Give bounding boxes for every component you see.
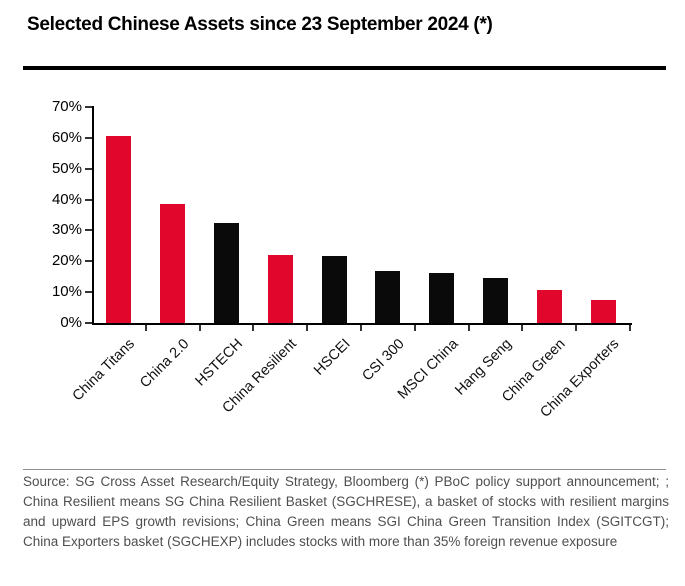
bar-msci-china (429, 273, 455, 323)
bar-china-green (536, 289, 562, 323)
footer-divider (23, 469, 666, 470)
y-tick-30 (85, 229, 92, 232)
title-divider (23, 66, 666, 70)
bar-csi-300 (375, 270, 401, 323)
x-tick-5 (360, 325, 362, 331)
y-tick-label-30: 30% (51, 221, 82, 239)
y-tick-label-10: 10% (51, 283, 82, 301)
y-axis-line (92, 106, 94, 325)
y-tick-60 (85, 136, 92, 139)
y-tick-label-40: 40% (51, 190, 82, 208)
y-tick-label-60: 60% (51, 128, 82, 146)
x-tick-3 (252, 325, 255, 331)
bar-hang-seng (483, 278, 508, 323)
x-tick-10 (629, 325, 631, 331)
y-tick-20 (85, 260, 92, 263)
bar-china-2-0 (160, 204, 186, 323)
y-tick-label-20: 20% (51, 252, 82, 270)
x-label-csi-300: CSI 300 (358, 336, 408, 385)
x-label-china-2-0: China 2.0 (136, 336, 193, 392)
bar-hstech (214, 222, 239, 323)
x-axis-line (92, 323, 632, 325)
bar-china-exporters (590, 299, 616, 323)
bar-china-titans (106, 136, 132, 323)
x-label-hscei: HSCEI (310, 336, 354, 379)
x-tick-7 (467, 325, 470, 331)
chart-title: Selected Chinese Assets since 23 Septemb… (27, 14, 493, 35)
y-tick-label-50: 50% (51, 159, 82, 177)
y-tick-70 (85, 106, 92, 108)
y-tick-label-0: 0% (60, 314, 82, 331)
x-tick-4 (306, 325, 309, 331)
bar-hscei (321, 255, 347, 323)
x-tick-2 (198, 325, 201, 331)
y-tick-50 (85, 167, 92, 170)
x-label-hstech: HSTECH (192, 336, 246, 390)
x-tick-8 (521, 325, 524, 331)
x-tick-9 (575, 325, 578, 331)
y-tick-label-70: 70% (51, 98, 82, 115)
y-tick-40 (85, 198, 92, 201)
x-label-china-titans: China Titans (69, 336, 139, 405)
source-note: Source: SG Cross Asset Research/Equity S… (23, 474, 669, 549)
x-tick-1 (144, 325, 147, 331)
x-tick-6 (413, 325, 416, 331)
y-tick-0 (85, 322, 92, 324)
y-tick-10 (85, 291, 92, 294)
bar-china-resilient (267, 255, 293, 323)
